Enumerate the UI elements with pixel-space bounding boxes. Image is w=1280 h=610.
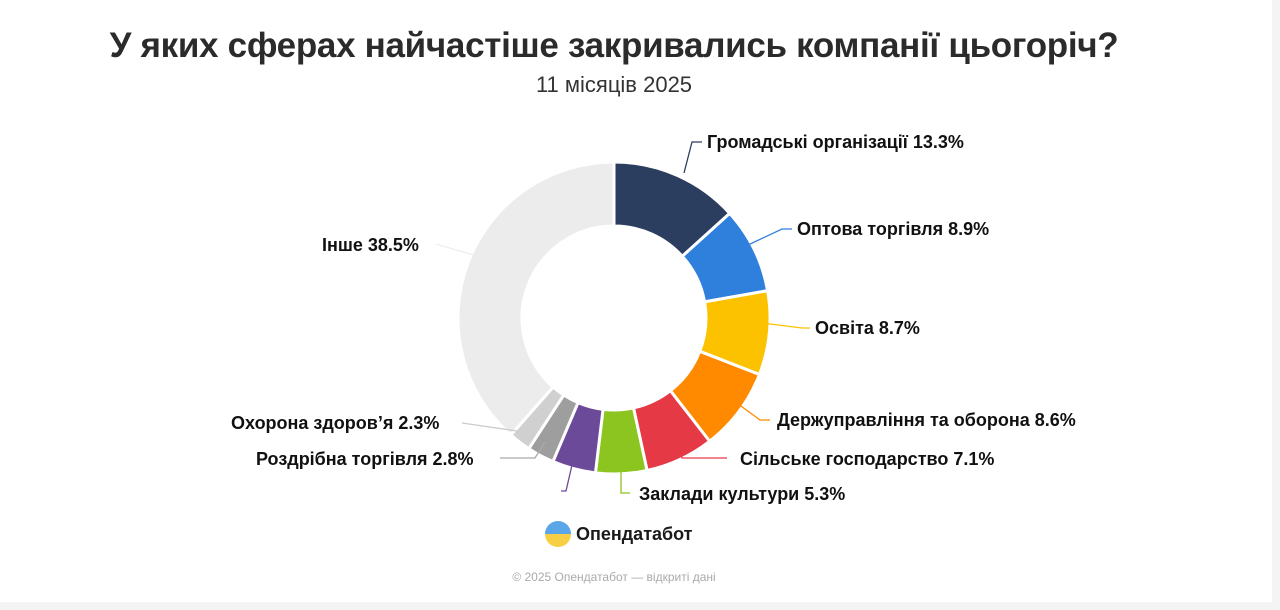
brand-name: Опендатабот <box>576 523 693 544</box>
leader-line <box>677 439 727 459</box>
leader-line <box>620 457 630 494</box>
label-okhorona: Охорона здоров’я 2.3% <box>231 413 440 433</box>
leader-line <box>761 322 810 329</box>
label-inshe: Інше 38.5% <box>322 235 419 255</box>
label-gromadski: Громадські організації 13.3% <box>707 132 964 152</box>
label-osvita: Освіта 8.7% <box>815 318 920 338</box>
leader-line <box>683 141 702 174</box>
leader-line <box>747 228 792 246</box>
label-silske: Сільське господарство 7.1% <box>740 449 995 469</box>
chart-title: У яких сферах найчастіше закривались ком… <box>109 26 1119 65</box>
donut-slice-9 <box>456 160 616 437</box>
leader-line <box>435 243 475 256</box>
chart-subtitle: 11 місяців 2025 <box>535 72 693 97</box>
leader-line <box>561 451 576 492</box>
label-kultura: Заклади культури 5.3% <box>639 484 846 504</box>
label-rozdribna: Роздрібна торгівля 2.8% <box>256 449 474 469</box>
leader-lines <box>435 141 810 494</box>
leader-line <box>461 422 521 432</box>
label-derzh: Держуправління та оборона 8.6% <box>777 410 1076 430</box>
leader-line <box>500 441 546 459</box>
footer-copyright: © 2025 Опендатабот — відкриті дані <box>512 570 716 584</box>
label-optova: Оптова торгівля 8.9% <box>797 219 990 239</box>
opendatabot-logo-icon <box>545 521 571 547</box>
leader-line <box>729 397 770 421</box>
brand-logo: Опендатабот <box>545 521 693 547</box>
